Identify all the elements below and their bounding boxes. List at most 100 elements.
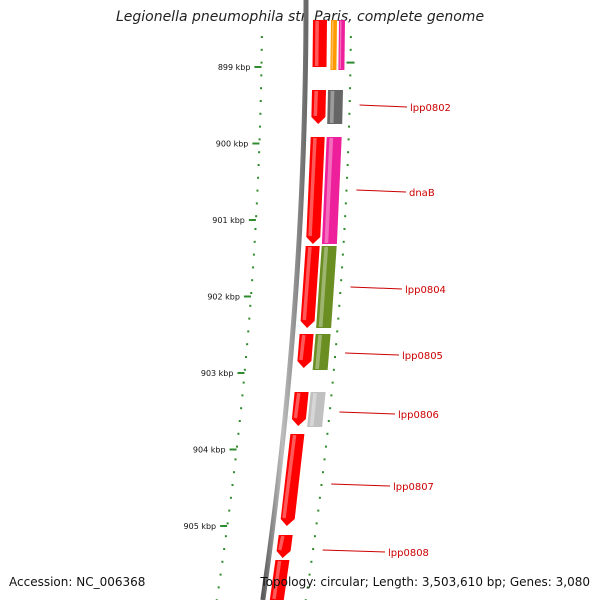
feature-highlight: [309, 392, 317, 427]
gene-label: dnaB: [409, 188, 435, 199]
outer-tick: [348, 125, 351, 128]
outer-tick: [347, 151, 350, 154]
gc-dot: [219, 573, 222, 576]
feature-highlight: [299, 334, 306, 361]
gc-dot: [233, 471, 236, 474]
feature-highlight: [324, 137, 334, 244]
tick-label: 900 kbp: [216, 140, 249, 149]
outer-tick: [320, 484, 323, 486]
gc-dot: [224, 535, 227, 538]
outer-tick: [348, 100, 351, 102]
outer-tick: [344, 202, 347, 205]
outer-tick: [349, 74, 352, 77]
outer-tick: [310, 560, 313, 563]
outer-tick: [343, 228, 346, 230]
label-leader-line: [322, 549, 386, 553]
accession-text: Accession: NC_006368: [9, 575, 146, 589]
tick-label: 904 kbp: [193, 446, 226, 455]
outer-tick: [340, 279, 343, 282]
cog-feature: [321, 137, 342, 244]
gc-dot: [229, 496, 232, 499]
cds-feature: [300, 246, 320, 328]
outer-tick: [337, 317, 340, 320]
label-leader-line: [331, 483, 391, 487]
outer-tick: [341, 253, 344, 256]
feature-highlight: [302, 246, 312, 321]
gc-dot: [247, 330, 250, 333]
outer-tick: [323, 458, 326, 461]
gc-dot: [260, 74, 263, 77]
cds-feature: [291, 392, 309, 426]
outer-tick: [349, 48, 352, 51]
outer-tick: [322, 471, 325, 474]
gc-dot: [253, 240, 256, 243]
outer-tick: [335, 343, 338, 346]
outer-tick: [346, 176, 349, 179]
feature-highlight: [272, 560, 282, 600]
gc-dot: [252, 253, 255, 256]
backbone-ring: [260, 0, 309, 600]
gc-dot: [217, 586, 220, 589]
backbone-line: [260, 0, 309, 600]
gc-dot: [260, 61, 263, 64]
gc-dot: [223, 548, 226, 550]
gc-dot: [251, 279, 254, 282]
gc-dot: [242, 381, 245, 384]
gc-content-track: [215, 36, 263, 600]
outer-tick: [317, 509, 320, 512]
outer-tick: [313, 535, 316, 538]
feature-highlight: [329, 90, 335, 124]
outer-tick: [326, 432, 329, 435]
feature-highlight: [318, 246, 329, 328]
cds-feature: [280, 434, 305, 526]
scale-ticks: 899 kbp 900 kbp 901 kbp 902 kbp 903 kbp 904 k…: [184, 63, 262, 531]
outer-tick: [346, 61, 355, 64]
gc-dot: [256, 189, 259, 192]
gene-label: lpp0807: [393, 482, 434, 493]
outer-tick: [345, 189, 348, 192]
cog-feature: [327, 90, 343, 124]
feature-highlight: [278, 535, 285, 551]
gene-label: lpp0805: [402, 351, 443, 362]
outer-tick: [346, 164, 349, 166]
gc-dot: [257, 164, 260, 166]
cds-feature: [311, 90, 326, 124]
outer-tick: [344, 215, 347, 218]
tick-label: 902 kbp: [207, 293, 240, 302]
label-leader-line: [345, 352, 400, 356]
gc-dot: [260, 48, 263, 51]
outer-tick: [348, 112, 351, 115]
gc-dot: [235, 445, 238, 448]
outer-tick: [339, 292, 342, 294]
gc-dot: [258, 138, 261, 141]
cds-feature: [312, 20, 327, 67]
tick-label: 901 kbp: [212, 216, 245, 225]
cds-feature: [297, 334, 314, 368]
outer-tick: [349, 36, 352, 38]
cds-feature: [276, 535, 293, 558]
gc-dot: [254, 228, 257, 230]
outer-tick: [338, 304, 341, 307]
gc-dot: [246, 343, 249, 346]
outer-tick: [336, 330, 339, 333]
tick-label: 899 kbp: [218, 63, 251, 72]
outer-tick: [347, 138, 350, 141]
gc-dot: [240, 407, 243, 410]
gc-dot: [255, 215, 258, 218]
feature-highlight: [339, 20, 342, 70]
gc-dot: [226, 522, 229, 525]
gc-dot: [228, 509, 231, 512]
outer-tick: [324, 445, 327, 448]
outer-tick: [306, 586, 309, 589]
feature-highlight: [293, 392, 301, 419]
cog-feature: [307, 392, 326, 427]
gc-dot: [250, 292, 253, 294]
outer-tick: [341, 266, 344, 269]
gene-label: lpp0806: [398, 410, 439, 421]
feature-highlight: [315, 334, 322, 370]
gc-dot: [260, 36, 263, 38]
feature-highlight: [282, 434, 297, 519]
gc-dot: [231, 484, 234, 486]
